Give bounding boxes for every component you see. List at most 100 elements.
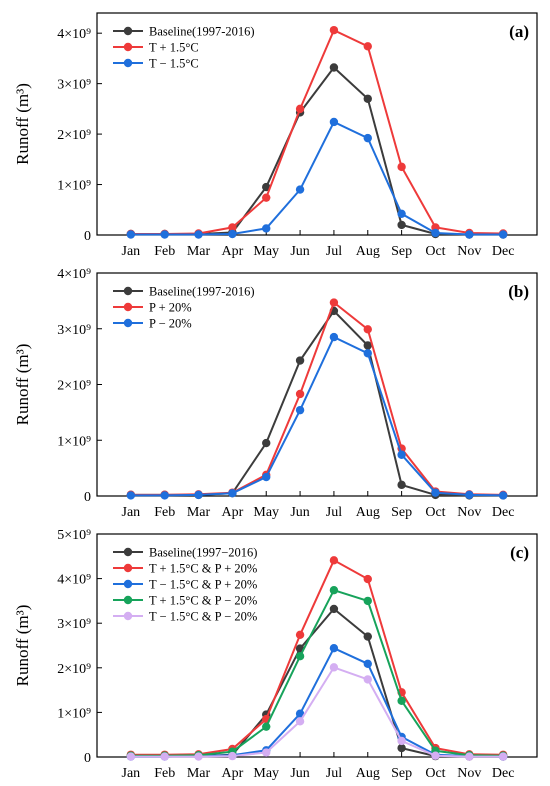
panel-tag: (a) <box>509 22 529 41</box>
y-tick-label: 4×10⁹ <box>57 267 91 282</box>
data-point <box>329 25 339 35</box>
legend-label: T − 1.5°C & P − 20% <box>149 610 257 624</box>
x-tick-label: Feb <box>154 505 175 520</box>
x-tick-label: May <box>253 505 279 520</box>
legend: Baseline(1997−2016) T + 1.5°C & P + 20% T … <box>113 546 257 624</box>
data-point <box>295 652 305 661</box>
x-tick-label: Apr <box>221 766 243 781</box>
data-point <box>295 405 305 415</box>
legend-marker <box>123 318 133 328</box>
x-tick-label: Aug <box>356 244 380 259</box>
data-point <box>397 450 406 459</box>
x-tick-label: Jan <box>122 505 141 520</box>
data-point <box>397 696 406 706</box>
data-point <box>363 94 372 103</box>
data-point <box>126 752 136 761</box>
x-tick-label: Aug <box>356 766 380 781</box>
x-tick-label: Aug <box>356 505 380 520</box>
legend-label: Baseline(1997-2016) <box>149 285 255 299</box>
data-point <box>329 117 339 127</box>
data-point <box>329 604 339 614</box>
x-tick-label: Jan <box>122 244 141 259</box>
data-point <box>498 752 508 761</box>
x-tick-label: Nov <box>457 244 481 259</box>
series-5 <box>126 663 508 761</box>
y-tick-label: 2×10⁹ <box>57 379 91 394</box>
chart-panel-3: Jan Feb Mar Apr May Jun Jul Aug Sep Oct Nov Dec 0 1×1… <box>13 528 538 781</box>
data-point <box>397 162 406 172</box>
data-point <box>262 193 271 202</box>
x-tick-label: Feb <box>154 766 175 781</box>
x-tick-label: May <box>253 244 279 259</box>
series-line <box>130 120 504 236</box>
data-point <box>329 663 339 672</box>
x-tick-label: Jun <box>290 505 309 520</box>
y-tick-label: 4×10⁹ <box>57 573 91 588</box>
data-point <box>329 63 339 72</box>
x-tick-label: Oct <box>425 244 445 259</box>
x-tick-label: Sep <box>391 766 412 781</box>
data-point <box>160 491 169 500</box>
data-point <box>126 491 136 500</box>
data-point <box>295 104 305 114</box>
y-tick-label: 3×10⁹ <box>57 78 91 93</box>
legend-marker <box>123 302 133 312</box>
data-point <box>160 230 169 239</box>
x-tick-label: Jul <box>326 505 342 520</box>
plot-frame <box>96 12 538 236</box>
data-point <box>262 438 271 448</box>
series-1 <box>126 63 508 239</box>
data-point <box>329 556 339 565</box>
x-tick-label: Dec <box>492 244 515 259</box>
x-tick-label: Dec <box>492 766 515 781</box>
data-point <box>397 209 406 219</box>
data-point <box>363 675 372 684</box>
legend-label: Baseline(1997-2016) <box>149 25 255 39</box>
data-point <box>363 133 372 143</box>
data-point <box>295 389 305 399</box>
data-point <box>295 717 305 726</box>
x-tick-label: Jun <box>290 766 309 781</box>
data-point <box>295 630 305 639</box>
x-tick-label: Sep <box>391 505 412 520</box>
y-axis-label: Runoff (m³) <box>13 344 32 426</box>
x-tick-label: Sep <box>391 244 412 259</box>
y-tick-label: 0 <box>84 229 91 244</box>
y-tick-label: 2×10⁹ <box>57 662 91 677</box>
data-point <box>363 632 372 641</box>
y-tick-label: 1×10⁹ <box>57 706 91 721</box>
series-line <box>130 666 504 758</box>
data-point <box>160 752 169 761</box>
y-axis-label: Runoff (m³) <box>13 83 32 165</box>
data-point <box>363 574 372 584</box>
x-tick-label: Jul <box>326 766 342 781</box>
x-tick-label: Feb <box>154 244 175 259</box>
data-point <box>228 751 237 761</box>
legend-label: T − 1.5°C & P + 20% <box>149 578 257 592</box>
legend: Baseline(1997-2016) P + 20% P − 20% <box>113 285 255 331</box>
data-point <box>329 332 339 342</box>
data-point <box>228 223 237 232</box>
legend-label: T + 1.5°C & P − 20% <box>149 594 257 608</box>
data-point <box>397 743 406 753</box>
x-tick-label: Oct <box>425 505 445 520</box>
legend-label: T + 1.5°C <box>149 41 199 55</box>
data-point <box>194 752 203 761</box>
series-3 <box>126 117 508 239</box>
data-point <box>397 736 406 746</box>
x-tick-label: Jan <box>122 766 141 781</box>
legend-label: Baseline(1997−2016) <box>149 546 257 560</box>
y-tick-label: 0 <box>84 490 91 505</box>
data-point <box>194 490 203 500</box>
data-point <box>363 349 372 358</box>
panel-tag: (c) <box>510 543 529 562</box>
panel-tag: (b) <box>508 282 529 301</box>
data-point <box>262 472 271 482</box>
x-tick-label: May <box>253 766 279 781</box>
legend-marker <box>123 595 133 605</box>
series-3 <box>126 332 508 500</box>
data-point <box>363 325 372 334</box>
data-point <box>295 709 305 718</box>
data-point <box>262 224 271 233</box>
